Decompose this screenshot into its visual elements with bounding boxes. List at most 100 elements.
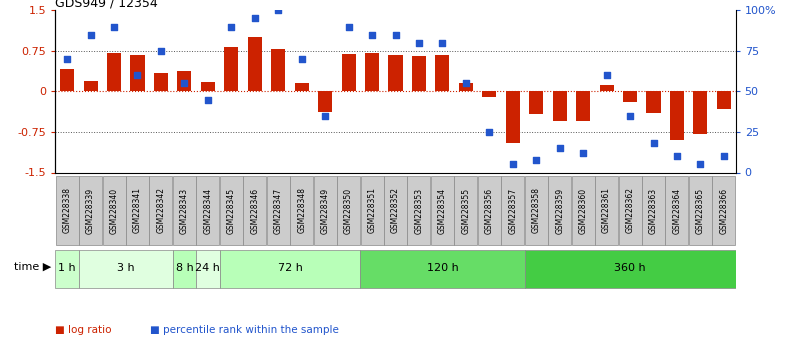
Text: GSM228356: GSM228356 [485,187,494,234]
Text: ■ percentile rank within the sample: ■ percentile rank within the sample [150,325,339,335]
Point [61,56,74,62]
FancyBboxPatch shape [244,176,267,245]
FancyBboxPatch shape [103,176,126,245]
FancyBboxPatch shape [454,176,477,245]
Point [365,32,378,38]
Bar [576,91,590,121]
FancyBboxPatch shape [220,176,243,245]
Point [343,24,355,29]
FancyBboxPatch shape [173,176,196,245]
Bar [131,55,145,91]
Bar [646,91,660,113]
FancyBboxPatch shape [337,176,360,245]
Text: 8 h: 8 h [176,263,193,273]
Text: GSM228352: GSM228352 [391,187,400,234]
Point [624,113,637,119]
Point [436,40,448,46]
Point [84,32,97,38]
FancyBboxPatch shape [572,176,595,245]
FancyBboxPatch shape [79,176,102,245]
FancyBboxPatch shape [196,176,219,245]
Text: 24 h: 24 h [195,263,220,273]
Point [248,16,261,21]
Text: 120 h: 120 h [426,263,458,273]
FancyBboxPatch shape [478,176,501,245]
Bar [154,72,168,91]
Text: GSM228344: GSM228344 [203,187,212,234]
Bar [459,83,473,91]
FancyBboxPatch shape [55,250,79,288]
Bar [271,49,286,91]
Bar [294,83,308,91]
Text: GSM228338: GSM228338 [62,187,72,234]
Text: GSM228348: GSM228348 [297,187,306,234]
Bar [177,71,191,91]
FancyBboxPatch shape [431,176,454,245]
FancyBboxPatch shape [290,176,313,245]
Bar [107,52,121,91]
Bar [670,91,684,140]
Text: GSM228346: GSM228346 [250,187,259,234]
FancyBboxPatch shape [524,176,547,245]
Text: GSM228357: GSM228357 [509,187,517,234]
Point [600,72,613,78]
Text: GSM228340: GSM228340 [109,187,119,234]
Text: 360 h: 360 h [615,263,646,273]
Text: GSM228351: GSM228351 [368,187,377,234]
Bar [201,82,215,91]
Bar [388,55,403,91]
Bar [553,91,566,121]
Point [717,154,730,159]
Bar [435,55,449,91]
Text: GSM228339: GSM228339 [86,187,95,234]
Point [202,97,214,102]
Point [295,56,308,62]
Text: 72 h: 72 h [278,263,302,273]
Point [647,140,660,146]
Point [506,161,519,167]
Point [154,48,167,54]
Bar [365,52,379,91]
FancyBboxPatch shape [172,250,196,288]
Bar [483,91,497,97]
Text: GSM228350: GSM228350 [344,187,353,234]
Bar [318,91,332,112]
Text: GSM228363: GSM228363 [649,187,658,234]
FancyBboxPatch shape [220,250,361,288]
FancyBboxPatch shape [361,250,524,288]
FancyBboxPatch shape [713,176,736,245]
FancyBboxPatch shape [642,176,665,245]
Text: GSM228347: GSM228347 [274,187,282,234]
Text: GSM228349: GSM228349 [320,187,330,234]
Bar [60,69,74,91]
Bar [505,91,520,143]
Text: GSM228358: GSM228358 [532,187,541,234]
Bar [412,56,426,91]
Text: GSM228365: GSM228365 [696,187,705,234]
Text: GSM228360: GSM228360 [579,187,588,234]
Bar [225,47,238,91]
Point [108,24,120,29]
Bar [600,85,614,91]
Text: GSM228361: GSM228361 [602,187,611,234]
Point [225,24,237,29]
Text: GSM228362: GSM228362 [626,187,634,234]
Point [178,80,191,86]
Text: 3 h: 3 h [117,263,134,273]
Bar [248,37,262,91]
Text: GSM228345: GSM228345 [227,187,236,234]
FancyBboxPatch shape [524,250,736,288]
Text: ■ log ratio: ■ log ratio [55,325,112,335]
Bar [694,91,707,134]
FancyBboxPatch shape [407,176,430,245]
Point [694,161,707,167]
FancyBboxPatch shape [501,176,524,245]
FancyBboxPatch shape [548,176,571,245]
FancyBboxPatch shape [314,176,337,245]
Bar [529,91,543,114]
Point [319,113,331,119]
Bar [717,91,731,109]
FancyBboxPatch shape [79,250,172,288]
FancyBboxPatch shape [665,176,688,245]
Point [671,154,683,159]
